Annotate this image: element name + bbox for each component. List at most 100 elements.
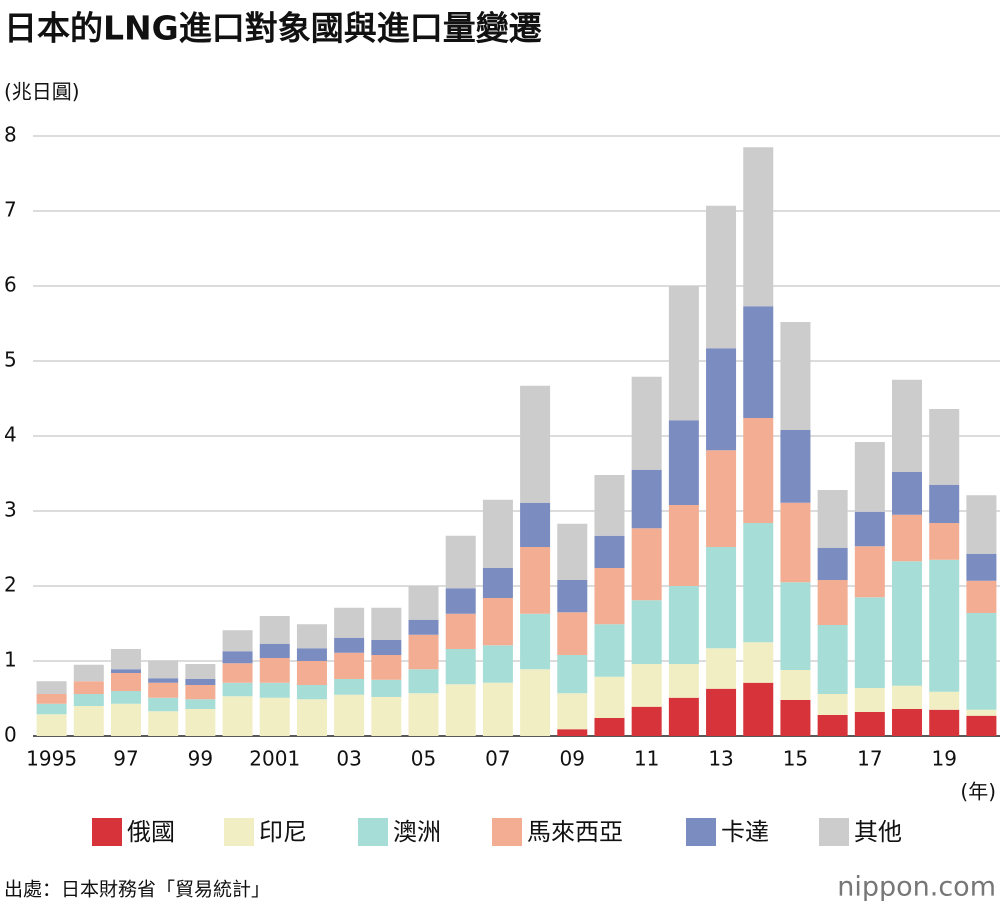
bar-segment [594,676,625,718]
bar-segment [594,718,625,736]
bar-segment [520,502,551,547]
bar-segment [482,499,513,568]
x-axis-label: (年) [960,780,996,804]
x-tick-label: 1995 [26,747,77,771]
bar-segment [408,586,439,620]
bar-segment [892,514,923,562]
y-tick-label: 8 [4,123,17,147]
y-tick-label: 5 [4,348,17,372]
bar-segment [371,679,402,697]
legend-swatch [819,818,849,846]
bar-segment [222,663,253,683]
bar-segment [929,409,960,485]
bar-segment [631,528,662,601]
bar-segment [371,640,402,655]
bar-segment [36,714,67,736]
bar-segment [631,664,662,707]
x-tick-label: 99 [188,747,213,771]
bar-segment [259,682,290,698]
bar-segment [185,679,216,685]
bar-segment [185,699,216,709]
bar-segment [408,669,439,694]
bar-segment [854,712,885,736]
bar-segment [296,685,327,700]
bar-segment [259,658,290,683]
bar-segment [482,645,513,683]
bar-segment [706,450,737,547]
bar-segment [966,715,997,736]
bar-segment [743,418,774,523]
bar-segment [334,679,365,695]
bar-segment [445,684,476,736]
y-tick-label: 0 [4,723,17,747]
bar-segment [557,612,588,655]
bar-segment [892,709,923,736]
bar-segment [929,691,960,710]
bar-segment [371,607,402,640]
bar-segment [631,706,662,736]
bar-segment [780,322,811,430]
x-tick-label: 09 [560,747,585,771]
bar-segment [445,535,476,589]
bar-segment [259,643,290,658]
legend-swatch [358,818,388,846]
y-tick-label: 7 [4,198,17,222]
bar-segment [110,669,141,673]
legend-label: 馬來西亞 [527,818,623,846]
bar-segment [73,706,104,736]
bar-segment [743,523,774,643]
bar-segment [520,385,551,503]
bar-segment [668,286,699,421]
bar-segment [110,673,141,691]
bar-segment [445,588,476,614]
bar-segment [966,495,997,554]
bar-segment [334,637,365,653]
y-tick-label: 1 [4,648,17,672]
bar-segment [557,655,588,694]
bar-segment [594,475,625,536]
bar-segment [817,694,848,715]
bar-segment [296,699,327,736]
bar-segment [743,306,774,418]
bar-segment [520,547,551,614]
bar-segment [780,670,811,700]
bar-segment [854,597,885,688]
bar-segment [259,616,290,644]
bar-segment [594,568,625,625]
x-tick-label: 17 [857,747,882,771]
legend-swatch [92,818,122,846]
bar-segment [482,682,513,736]
x-tick-label: 07 [485,747,510,771]
bar-segment [73,681,104,694]
bar-segment [631,376,662,470]
bar-segment [706,205,737,349]
y-tick-label: 3 [4,498,17,522]
legend-label: 俄國 [127,818,175,846]
bar-segment [668,697,699,736]
bar-segment [743,682,774,736]
bar-segment [854,546,885,598]
bar-segment [334,652,365,679]
bar-segment [520,669,551,736]
bar-segment [668,505,699,586]
bar-segment [482,568,513,598]
bar-segment [408,693,439,736]
bar-segment [966,613,997,710]
bar-segment [296,624,327,649]
bar-segment [929,523,960,560]
bar-segment [148,682,179,698]
bar-segment [966,553,997,581]
bar-segment [36,703,67,715]
bar-segment [854,442,885,512]
bar-segment [445,613,476,649]
bar-segment [557,693,588,730]
bar-segment [334,694,365,736]
bar-segment [668,664,699,698]
bar-segment [817,490,848,548]
bar-segment [185,709,216,736]
bar-segment [148,678,179,683]
bar-segment [668,420,699,505]
bar-segment [148,711,179,736]
bar-segment [73,694,104,706]
